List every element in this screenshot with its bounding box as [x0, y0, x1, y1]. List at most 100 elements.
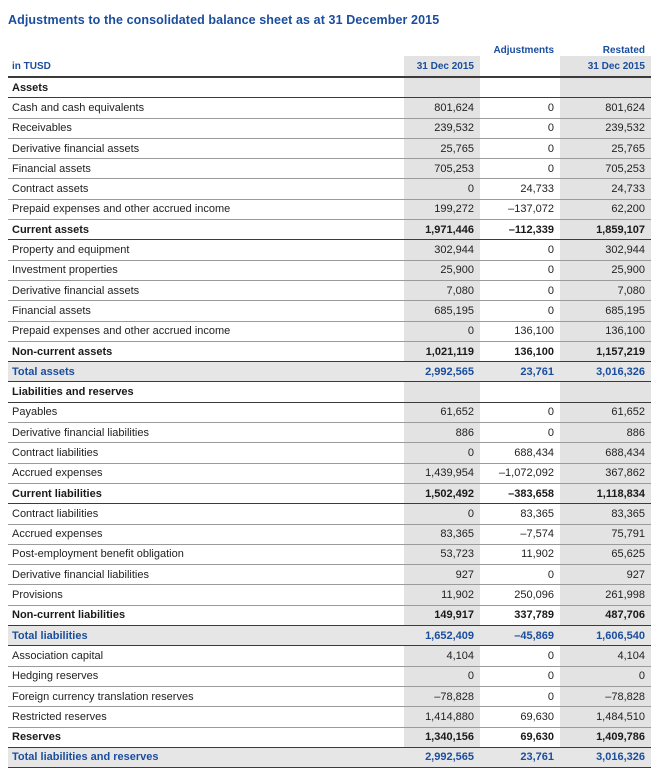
- table-row: Receivables 239,532 0 239,532: [8, 118, 651, 139]
- value-restated: 1,859,107: [560, 219, 651, 241]
- value-31dec2015: 1,414,880: [404, 706, 480, 728]
- value-restated: 75,791: [560, 524, 651, 545]
- table-row: Hedging reserves 0 0 0: [8, 666, 651, 687]
- table-row: Accrued expenses 1,439,954 –1,072,092 36…: [8, 463, 651, 484]
- table-row: Restricted reserves 1,414,880 69,630 1,4…: [8, 706, 651, 728]
- header-row-top: Adjustments Restated: [8, 42, 651, 56]
- table-row: Payables 61,652 0 61,652: [8, 402, 651, 424]
- table-row: Post-employment benefit obligation 53,72…: [8, 544, 651, 566]
- value-restated: 1,118,834: [560, 483, 651, 505]
- header-date-col1: 31 Dec 2015: [404, 56, 480, 78]
- value-adjustments: –7,574: [480, 524, 560, 545]
- value-adjustments: –137,072: [480, 199, 560, 221]
- value-adjustments: 0: [480, 300, 560, 322]
- table-row: Provisions 11,902 250,096 261,998: [8, 584, 651, 606]
- row-label: Current assets: [8, 219, 404, 241]
- row-label: Total liabilities and reserves: [8, 747, 404, 769]
- value-adjustments: 0: [480, 645, 560, 667]
- row-label: Derivative financial liabilities: [8, 422, 404, 444]
- row-label: Foreign currency translation reserves: [8, 686, 404, 708]
- value-31dec2015: 0: [404, 503, 480, 525]
- table-row: Cash and cash equivalents 801,624 0 801,…: [8, 97, 651, 119]
- row-label: Accrued expenses: [8, 463, 404, 484]
- value-restated: 1,409,786: [560, 727, 651, 748]
- value-adjustments: 0: [480, 158, 560, 180]
- value-restated: 261,998: [560, 584, 651, 606]
- value-restated: 685,195: [560, 300, 651, 322]
- value-adjustments: 0: [480, 138, 560, 160]
- table-row: Derivative financial liabilities 886 0 8…: [8, 422, 651, 444]
- table-row: Association capital 4,104 0 4,104: [8, 645, 651, 667]
- row-label: Post-employment benefit obligation: [8, 544, 404, 566]
- value-restated: 0: [560, 666, 651, 687]
- table-row: Accrued expenses 83,365 –7,574 75,791: [8, 524, 651, 545]
- value-adjustments: 688,434: [480, 442, 560, 464]
- table-header: Adjustments Restated in TUSD 31 Dec 2015…: [8, 42, 651, 78]
- table-row: Derivative financial assets 7,080 0 7,08…: [8, 280, 651, 302]
- value-adjustments: 136,100: [480, 341, 560, 363]
- value-restated: 801,624: [560, 97, 651, 119]
- value-adjustments: 0: [480, 686, 560, 708]
- value-31dec2015: 7,080: [404, 280, 480, 302]
- table-row: Property and equipment 302,944 0 302,944: [8, 239, 651, 261]
- row-label: Non-current assets: [8, 341, 404, 363]
- table-row: Derivative financial liabilities 927 0 9…: [8, 564, 651, 586]
- header-spacer: [8, 42, 404, 56]
- value-adjustments: 136,100: [480, 321, 560, 342]
- value-31dec2015: 61,652: [404, 402, 480, 424]
- header-blank-col2: [480, 56, 560, 78]
- value-restated: 3,016,326: [560, 747, 651, 769]
- row-label: Prepaid expenses and other accrued incom…: [8, 199, 404, 221]
- value-restated: 302,944: [560, 239, 651, 261]
- table-row: Non-current liabilities 149,917 337,789 …: [8, 605, 651, 627]
- value-31dec2015: 25,900: [404, 260, 480, 281]
- row-label: Property and equipment: [8, 239, 404, 261]
- table-row: Non-current assets 1,021,119 136,100 1,1…: [8, 341, 651, 363]
- row-label: Cash and cash equivalents: [8, 97, 404, 119]
- header-row-bottom: in TUSD 31 Dec 2015 31 Dec 2015: [8, 56, 651, 78]
- value-31dec2015: [404, 381, 480, 403]
- row-label: Financial assets: [8, 300, 404, 322]
- value-31dec2015: 199,272: [404, 199, 480, 221]
- value-restated: 25,900: [560, 260, 651, 281]
- header-adjustments: Adjustments: [493, 45, 554, 56]
- value-adjustments: 83,365: [480, 503, 560, 525]
- row-label: Total assets: [8, 361, 404, 383]
- value-31dec2015: 302,944: [404, 239, 480, 261]
- value-restated: 688,434: [560, 442, 651, 464]
- value-restated: 65,625: [560, 544, 651, 566]
- table-row: Investment properties 25,900 0 25,900: [8, 260, 651, 281]
- value-restated: 24,733: [560, 178, 651, 200]
- value-adjustments: 24,733: [480, 178, 560, 200]
- value-31dec2015: 25,765: [404, 138, 480, 160]
- value-adjustments: 0: [480, 97, 560, 119]
- value-31dec2015: 0: [404, 666, 480, 687]
- value-31dec2015: 149,917: [404, 605, 480, 627]
- value-adjustments: –383,658: [480, 483, 560, 505]
- value-restated: –78,828: [560, 686, 651, 708]
- row-label: Derivative financial liabilities: [8, 564, 404, 586]
- value-adjustments: –1,072,092: [480, 463, 560, 484]
- table-row: Prepaid expenses and other accrued incom…: [8, 199, 651, 221]
- value-adjustments: 0: [480, 666, 560, 687]
- value-31dec2015: [404, 77, 480, 99]
- row-label: Restricted reserves: [8, 706, 404, 728]
- value-31dec2015: 801,624: [404, 97, 480, 119]
- value-31dec2015: 2,992,565: [404, 747, 480, 769]
- row-label: Current liabilities: [8, 483, 404, 505]
- value-31dec2015: 0: [404, 442, 480, 464]
- value-restated: 136,100: [560, 321, 651, 342]
- value-restated: 1,606,540: [560, 625, 651, 647]
- table-row: Total liabilities and reserves 2,992,565…: [8, 747, 651, 769]
- value-adjustments: 0: [480, 118, 560, 139]
- value-31dec2015: 1,340,156: [404, 727, 480, 748]
- row-label: Contract liabilities: [8, 442, 404, 464]
- value-restated: 927: [560, 564, 651, 586]
- row-label: Reserves: [8, 727, 404, 748]
- table-row: Total liabilities 1,652,409 –45,869 1,60…: [8, 625, 651, 647]
- value-adjustments: 250,096: [480, 584, 560, 606]
- row-label: Liabilities and reserves: [8, 381, 404, 403]
- table-row: Reserves 1,340,156 69,630 1,409,786: [8, 727, 651, 748]
- value-restated: 62,200: [560, 199, 651, 221]
- value-restated: 1,157,219: [560, 341, 651, 363]
